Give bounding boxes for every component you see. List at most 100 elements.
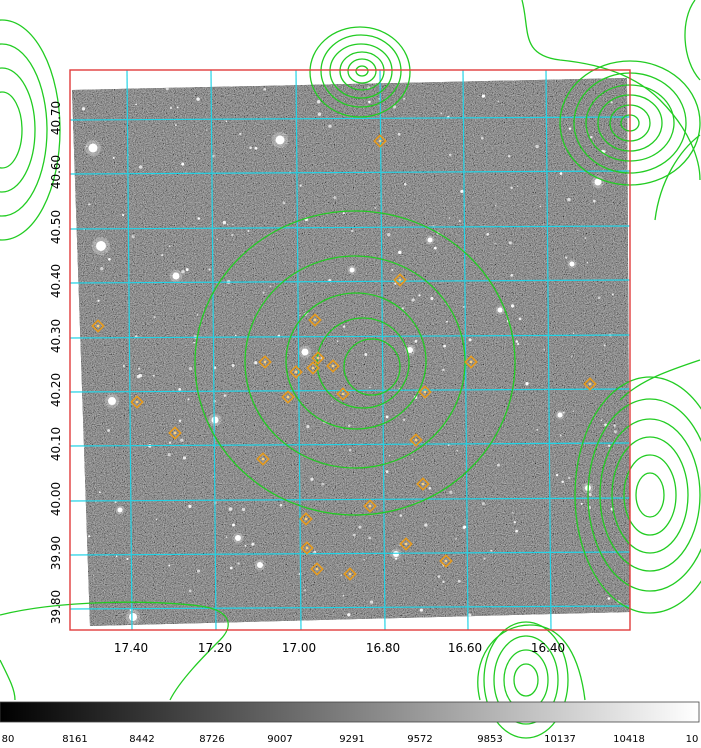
open-contour bbox=[477, 624, 586, 701]
star bbox=[216, 238, 218, 241]
colorbar-tick-label: 10418 bbox=[613, 734, 645, 745]
right-contour bbox=[587, 398, 701, 592]
bright-star bbox=[172, 272, 180, 280]
bright-star bbox=[557, 412, 563, 418]
grid-dec-line bbox=[69, 551, 631, 556]
grid-ra-line bbox=[379, 69, 386, 631]
colorbar-tick-label: 10 bbox=[686, 734, 699, 745]
bright-star bbox=[594, 178, 602, 186]
star bbox=[418, 294, 421, 297]
grid-dec-line bbox=[69, 497, 631, 502]
colorbar-tick-label: 10137 bbox=[544, 734, 576, 745]
star bbox=[458, 219, 461, 223]
star bbox=[512, 511, 514, 514]
catalog-source-marker bbox=[256, 452, 270, 466]
dec-tick-label: 40.70 bbox=[49, 101, 63, 135]
star bbox=[391, 268, 394, 272]
grid-ra-line bbox=[462, 69, 469, 631]
star bbox=[401, 307, 404, 310]
star bbox=[525, 382, 529, 386]
star bbox=[317, 112, 322, 116]
star bbox=[176, 106, 179, 109]
bright-star bbox=[497, 307, 503, 313]
star bbox=[225, 120, 228, 123]
star bbox=[460, 189, 464, 193]
star bbox=[486, 232, 490, 236]
star bbox=[468, 613, 472, 617]
star bbox=[269, 285, 272, 288]
star bbox=[399, 514, 403, 517]
grid-dec-line bbox=[69, 279, 631, 284]
star bbox=[368, 149, 370, 151]
catalog-source-marker bbox=[300, 541, 314, 555]
star bbox=[590, 135, 593, 139]
star bbox=[100, 266, 104, 271]
dec-tick-label: 40.20 bbox=[49, 373, 63, 407]
star bbox=[614, 430, 617, 434]
star bbox=[568, 127, 572, 130]
star bbox=[397, 132, 401, 136]
star bbox=[572, 410, 575, 412]
star-halo bbox=[104, 393, 120, 409]
star bbox=[443, 344, 446, 348]
catalog-source-marker bbox=[418, 385, 432, 399]
grid-dec-line bbox=[69, 605, 631, 610]
ra-tick-label: 17.20 bbox=[198, 641, 232, 655]
star bbox=[197, 217, 201, 220]
star bbox=[510, 304, 515, 308]
star bbox=[88, 203, 91, 206]
catalog-source-marker bbox=[416, 477, 430, 491]
star bbox=[497, 463, 500, 467]
catalog-source-marker bbox=[91, 319, 105, 333]
star-halo bbox=[169, 269, 183, 283]
star bbox=[138, 165, 143, 169]
star bbox=[374, 207, 377, 209]
dec-tick-label: 40.40 bbox=[49, 264, 63, 298]
star bbox=[515, 529, 518, 533]
star bbox=[536, 429, 539, 431]
star-halo bbox=[232, 532, 244, 544]
catalog-source-marker bbox=[409, 433, 423, 447]
coordinate-grid bbox=[69, 69, 631, 631]
star bbox=[480, 136, 484, 140]
star bbox=[223, 394, 227, 397]
star bbox=[428, 486, 432, 490]
star bbox=[115, 555, 118, 558]
star bbox=[385, 470, 389, 474]
left-contour bbox=[0, 43, 48, 217]
star bbox=[555, 473, 559, 477]
star bbox=[244, 544, 247, 547]
colorbar-tick-label: 9853 bbox=[477, 734, 502, 745]
catalog-source-marker bbox=[306, 361, 320, 375]
star bbox=[570, 356, 573, 358]
left-contour bbox=[0, 91, 23, 169]
star bbox=[597, 296, 601, 300]
ra-tick-label: 17.40 bbox=[114, 641, 148, 655]
star bbox=[592, 199, 596, 203]
left-contour bbox=[0, 67, 36, 193]
star bbox=[385, 415, 389, 419]
grid-ra-line bbox=[210, 69, 217, 631]
bright-star bbox=[235, 535, 241, 541]
star bbox=[321, 482, 325, 486]
star bbox=[515, 340, 519, 343]
star bbox=[239, 132, 242, 135]
star bbox=[364, 353, 368, 356]
star bbox=[516, 185, 519, 187]
bright-star bbox=[257, 562, 263, 568]
star bbox=[196, 569, 201, 573]
bright-star bbox=[117, 507, 123, 513]
star bbox=[347, 613, 351, 617]
bottom-contour bbox=[503, 649, 549, 711]
star bbox=[263, 87, 267, 91]
catalog-source-marker bbox=[289, 365, 303, 379]
grid-dec-line bbox=[69, 388, 631, 393]
colorbar-tick-label: 9291 bbox=[339, 734, 364, 745]
star bbox=[336, 340, 339, 342]
star-halo bbox=[254, 559, 266, 571]
ra-tick-label: 16.80 bbox=[366, 641, 400, 655]
star bbox=[155, 518, 158, 521]
star bbox=[282, 201, 286, 205]
star bbox=[169, 106, 173, 110]
star bbox=[456, 449, 459, 452]
